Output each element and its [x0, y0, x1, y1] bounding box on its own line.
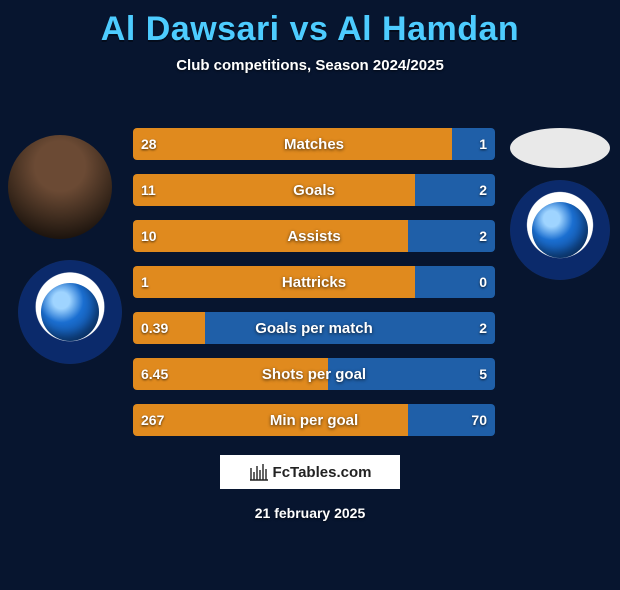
stat-row: 281Matches — [133, 128, 495, 160]
title-vs: vs — [290, 10, 329, 48]
stat-bar-right: 1 — [452, 128, 495, 160]
stat-row: 112Goals — [133, 174, 495, 206]
title-player2: Al Hamdan — [337, 10, 519, 48]
stat-row: 102Assists — [133, 220, 495, 252]
stat-value-right: 0 — [471, 274, 495, 290]
stat-row: 0.392Goals per match — [133, 312, 495, 344]
stat-row: 6.455Shots per goal — [133, 358, 495, 390]
title-player1: Al Dawsari — [101, 10, 280, 48]
stat-row: 10Hattricks — [133, 266, 495, 298]
snapshot-date: 21 february 2025 — [0, 505, 620, 521]
player-right-avatar — [510, 128, 610, 168]
comparison-subtitle: Club competitions, Season 2024/2025 — [0, 57, 620, 74]
club-right-badge — [510, 180, 610, 280]
stat-bar-left: 28 — [133, 128, 452, 160]
stat-bar-right: 70 — [408, 404, 495, 436]
stat-value-right: 2 — [471, 182, 495, 198]
stat-value-left: 0.39 — [133, 320, 176, 336]
stat-value-left: 1 — [133, 274, 157, 290]
stat-value-left: 28 — [133, 136, 165, 152]
stat-bar-right: 2 — [205, 312, 495, 344]
stat-bar-left: 10 — [133, 220, 408, 252]
club-badge-icon — [18, 260, 122, 364]
stat-value-left: 6.45 — [133, 366, 176, 382]
comparison-title: Al Dawsari vs Al Hamdan — [0, 10, 620, 49]
brand-text: FcTables.com — [273, 464, 372, 481]
player-face-icon — [8, 135, 112, 239]
stat-value-right: 70 — [463, 412, 495, 428]
stat-value-left: 11 — [133, 182, 164, 198]
stat-bar-left: 267 — [133, 404, 408, 436]
stat-row: 26770Min per goal — [133, 404, 495, 436]
stat-bar-left: 6.45 — [133, 358, 328, 390]
stat-bar-right: 2 — [415, 174, 495, 206]
stat-bar-right: 5 — [328, 358, 495, 390]
stat-bar-right: 2 — [408, 220, 495, 252]
stat-value-right: 2 — [471, 320, 495, 336]
stat-bar-right: 0 — [415, 266, 495, 298]
stat-bar-left: 0.39 — [133, 312, 205, 344]
stat-value-left: 267 — [133, 412, 172, 428]
stat-bar-left: 1 — [133, 266, 415, 298]
stat-value-right: 5 — [471, 366, 495, 382]
stat-bar-left: 11 — [133, 174, 415, 206]
brand-footer: FcTables.com — [220, 455, 400, 489]
club-badge-icon — [510, 180, 610, 280]
player-left-avatar — [8, 135, 112, 239]
comparison-bars: 281Matches112Goals102Assists10Hattricks0… — [133, 128, 495, 450]
stat-value-left: 10 — [133, 228, 165, 244]
club-left-badge — [18, 260, 122, 364]
brand-logo-icon — [249, 462, 269, 482]
stat-value-right: 2 — [471, 228, 495, 244]
stat-value-right: 1 — [471, 136, 495, 152]
